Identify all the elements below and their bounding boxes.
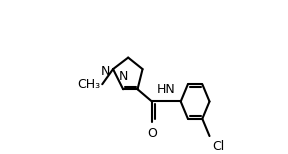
Text: O: O [147,127,157,140]
Text: Cl: Cl [212,140,225,153]
Text: HN: HN [157,83,176,96]
Text: N: N [118,71,128,83]
Text: N: N [101,65,110,78]
Text: CH₃: CH₃ [78,78,101,91]
